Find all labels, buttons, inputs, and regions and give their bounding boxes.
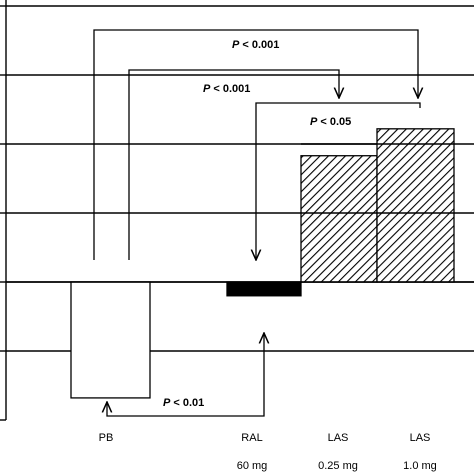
p-label: P < 0.05 <box>310 116 351 128</box>
bracket-pb-ral <box>107 333 264 417</box>
bracket-pb-las025 <box>128 69 339 260</box>
dose-label: 1.0 mg <box>403 460 437 472</box>
dose-label: 0.25 mg <box>318 460 358 472</box>
p-label: P < 0.01 <box>163 397 204 409</box>
bracket-pb-las1 <box>93 29 418 260</box>
bar <box>70 281 151 399</box>
bar <box>300 155 378 283</box>
y-axis <box>0 0 7 421</box>
bar <box>376 128 455 283</box>
category-label: RAL <box>241 432 262 444</box>
bars <box>6 128 474 399</box>
category-labels: PB RAL 60 mg LAS 0.25 mg LAS 1.0 mg <box>99 432 437 472</box>
p-label: P < 0.001 <box>232 39 279 51</box>
dose-label: 60 mg <box>237 460 268 472</box>
category-label: LAS <box>328 432 349 444</box>
bar <box>226 281 302 297</box>
significance-annotations: P < 0.001 P < 0.001 P < 0.05 P < 0.01 <box>93 29 421 417</box>
category-label: LAS <box>410 432 431 444</box>
category-label: PB <box>99 432 114 444</box>
p-label: P < 0.001 <box>203 83 250 95</box>
bracket-ral-las1 <box>256 102 421 260</box>
